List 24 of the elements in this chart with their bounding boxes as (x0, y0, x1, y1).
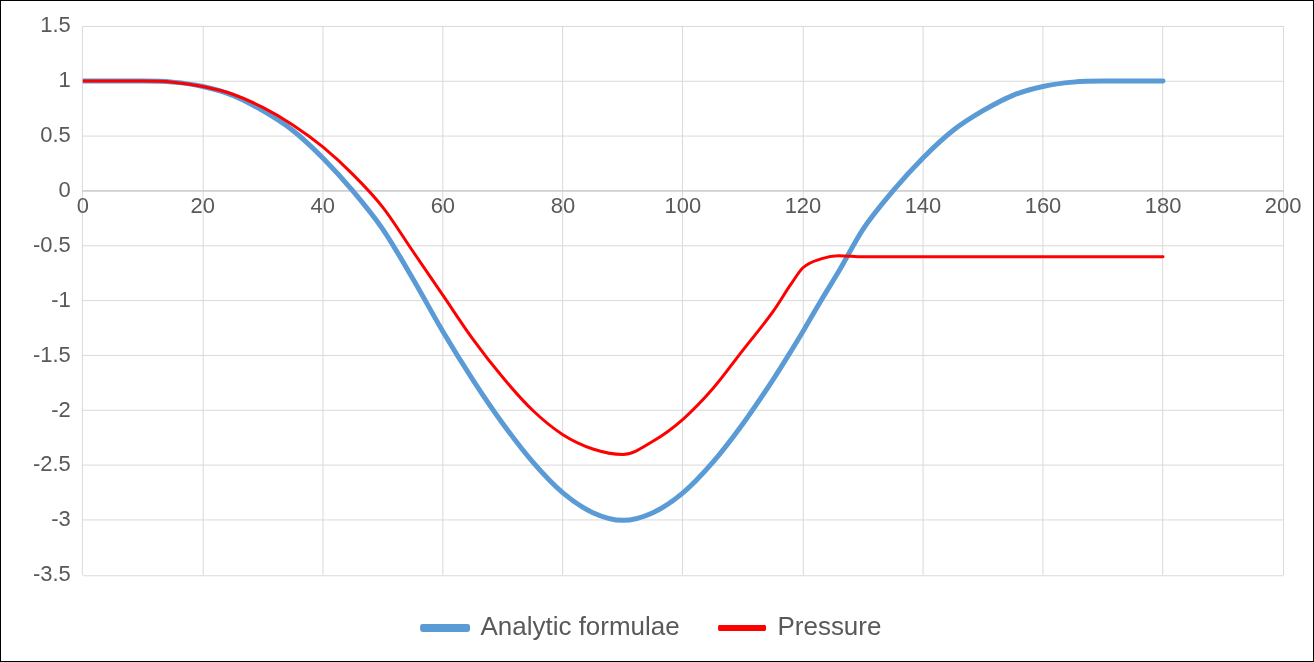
x-tick-label: 160 (1024, 193, 1062, 219)
x-tick-label: 0 (76, 193, 89, 219)
y-tick-label: 1.5 (40, 12, 71, 38)
x-tick-label: 60 (430, 193, 456, 219)
x-tick-label: 100 (664, 193, 702, 219)
legend-label: Analytic formulae (480, 612, 680, 641)
x-tick-label: 200 (1264, 193, 1302, 219)
y-tick-label: -2 (51, 396, 71, 422)
x-tick-label: 140 (904, 193, 942, 219)
x-tick-label: 20 (190, 193, 216, 219)
x-tick-label: 180 (1144, 193, 1182, 219)
y-tick-label: -3 (51, 506, 71, 532)
y-tick-label: -0.5 (32, 231, 71, 257)
y-tick-label: 1 (58, 67, 71, 93)
x-tick-label: 40 (310, 193, 336, 219)
x-tick-label: 120 (784, 193, 822, 219)
y-tick-label: -3.5 (32, 561, 71, 587)
y-tick-label: -2.5 (32, 451, 71, 477)
legend-label: Pressure (777, 612, 882, 641)
y-tick-label: 0 (58, 176, 71, 202)
x-tick-label: 80 (550, 193, 576, 219)
y-tick-label: -1 (51, 286, 71, 312)
y-tick-label: 0.5 (40, 122, 71, 147)
y-tick-label: -1.5 (32, 341, 71, 367)
